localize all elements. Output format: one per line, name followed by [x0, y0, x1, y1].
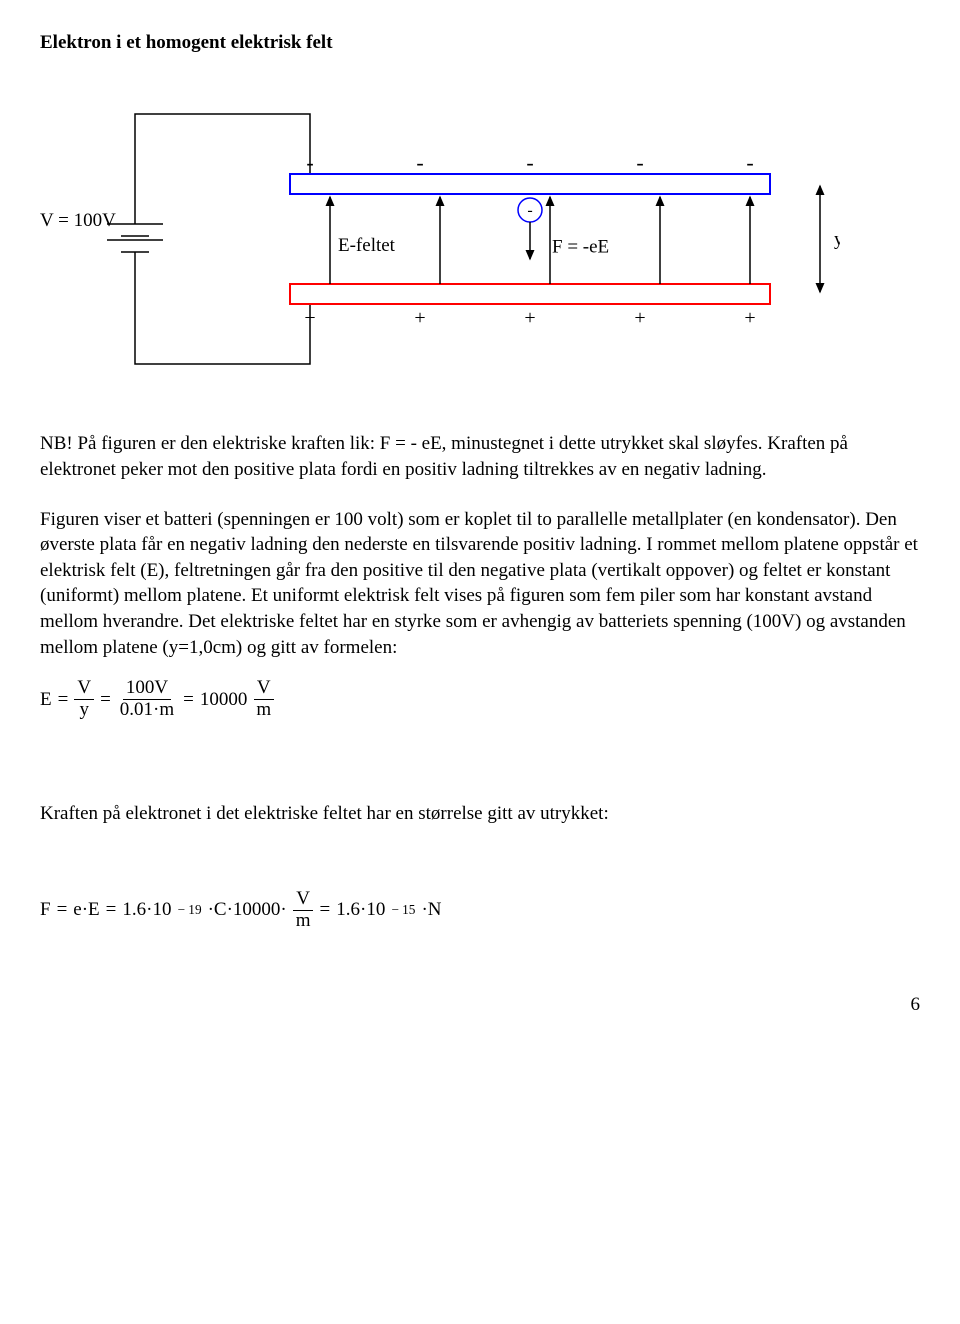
eq2-unit1-num: V [293, 889, 313, 911]
nb-prefix: NB! [40, 433, 73, 454]
eq1-unit: V m [253, 678, 274, 721]
equation-F: F = e·E = 1.6·10 − 19 ·C·10000· V m = 1.6… [40, 889, 920, 932]
eq-equals: = [183, 687, 194, 713]
para1-text: På figuren er den elektriske kraften lik… [40, 433, 848, 480]
svg-text:+: + [634, 307, 645, 329]
eq2-coef2: 1.6·10 [336, 897, 385, 923]
eq2-unit1: V m [293, 889, 314, 932]
eq1-unit-den: m [253, 700, 274, 721]
eq2-tail: ·N [421, 897, 441, 923]
paragraph-1: NB! På figuren er den elektriske kraften… [40, 431, 920, 482]
eq1-frac2-den: 0.01·m [117, 700, 177, 721]
eq-equals: = [57, 897, 68, 923]
eq1-frac1-den: y [76, 700, 92, 721]
eq2-unit1-den: m [293, 911, 314, 932]
eq2-lhs: F [40, 897, 51, 923]
page-title: Elektron i et homogent elektrisk felt [40, 30, 920, 56]
eq1-frac2-num: 100V [123, 678, 171, 700]
page-number: 6 [40, 992, 920, 1018]
eq1-frac1: V y [74, 678, 94, 721]
eq-equals: = [100, 687, 111, 713]
svg-text:E-feltet: E-feltet [338, 235, 396, 256]
eq2-exp1: − 19 [177, 901, 201, 919]
eq2-coef1: 1.6·10 [122, 897, 171, 923]
eq1-frac2: 100V 0.01·m [117, 678, 177, 721]
equation-E: E = V y = 100V 0.01·m = 10000 V m [40, 678, 920, 721]
eq-equals: = [58, 687, 69, 713]
svg-text:+: + [744, 307, 755, 329]
svg-text:-: - [527, 202, 532, 219]
svg-text:-: - [306, 150, 313, 175]
paragraph-2: Figuren viser et batteri (spenningen er … [40, 507, 920, 661]
eq2-mid: ·C·10000· [208, 897, 287, 923]
eq1-lhs: E [40, 687, 52, 713]
eq2-rhs1: e·E [73, 897, 99, 923]
eq2-exp2: − 15 [391, 901, 415, 919]
svg-text:-: - [636, 150, 643, 175]
eq-equals: = [320, 897, 331, 923]
eq-equals: = [106, 897, 117, 923]
eq1-coef: 10000 [200, 687, 248, 713]
svg-text:+: + [304, 307, 315, 329]
svg-text:F = -eE: F = -eE [552, 236, 609, 257]
svg-text:-: - [746, 150, 753, 175]
svg-text:-: - [416, 150, 423, 175]
svg-text:V = 100V: V = 100V [40, 210, 116, 231]
svg-text:+: + [524, 307, 535, 329]
eq1-frac1-num: V [74, 678, 94, 700]
svg-text:-: - [526, 150, 533, 175]
svg-text:+: + [414, 307, 425, 329]
field-diagram: V = 100V - + - + - + - + - + E-feltet - F = -eE y = 1,… [40, 84, 920, 392]
eq1-unit-num: V [254, 678, 274, 700]
svg-text:y = 1,0cm: y = 1,0cm [834, 229, 840, 250]
paragraph-3: Kraften på elektronet i det elektriske f… [40, 801, 920, 827]
